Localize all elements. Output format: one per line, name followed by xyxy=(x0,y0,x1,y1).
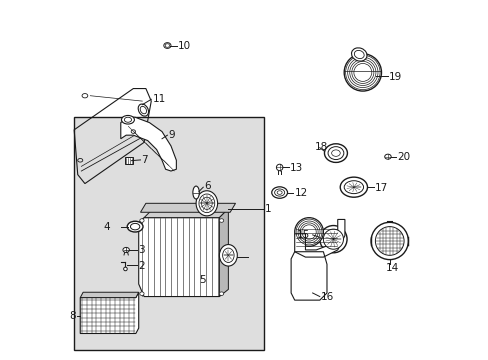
Polygon shape xyxy=(121,117,176,171)
Ellipse shape xyxy=(276,164,282,171)
Ellipse shape xyxy=(219,244,237,266)
Ellipse shape xyxy=(323,229,343,249)
Text: 12: 12 xyxy=(294,188,307,198)
Ellipse shape xyxy=(370,222,407,260)
Text: 17: 17 xyxy=(374,183,387,193)
Ellipse shape xyxy=(196,191,217,216)
Text: 6: 6 xyxy=(204,181,210,192)
Bar xyxy=(74,117,264,350)
Polygon shape xyxy=(144,209,228,218)
Text: 18: 18 xyxy=(314,142,327,152)
Ellipse shape xyxy=(319,226,346,253)
Text: 19: 19 xyxy=(388,72,402,82)
Ellipse shape xyxy=(384,154,390,159)
Polygon shape xyxy=(80,292,139,333)
Ellipse shape xyxy=(199,194,214,213)
Ellipse shape xyxy=(344,54,381,91)
Text: 8: 8 xyxy=(69,311,76,321)
Text: 11: 11 xyxy=(153,94,166,104)
Ellipse shape xyxy=(294,218,323,246)
Text: 20: 20 xyxy=(396,152,409,162)
Ellipse shape xyxy=(375,226,403,255)
Ellipse shape xyxy=(271,187,287,198)
Ellipse shape xyxy=(140,219,144,222)
Polygon shape xyxy=(80,292,139,298)
Text: 9: 9 xyxy=(168,130,175,140)
Text: 2: 2 xyxy=(138,261,144,271)
Ellipse shape xyxy=(324,144,346,162)
Text: 16: 16 xyxy=(320,292,333,302)
Text: 5: 5 xyxy=(199,275,205,285)
Text: 15: 15 xyxy=(296,230,309,240)
Ellipse shape xyxy=(192,186,199,199)
Text: 1: 1 xyxy=(265,204,271,214)
Polygon shape xyxy=(294,220,344,257)
Ellipse shape xyxy=(219,292,223,296)
Text: 4: 4 xyxy=(103,222,110,232)
Text: 13: 13 xyxy=(289,163,302,173)
Ellipse shape xyxy=(121,116,134,124)
Polygon shape xyxy=(219,209,228,297)
Ellipse shape xyxy=(122,247,129,252)
Ellipse shape xyxy=(127,221,142,232)
Ellipse shape xyxy=(351,48,366,61)
Ellipse shape xyxy=(123,267,127,271)
Text: 10: 10 xyxy=(178,41,191,51)
Polygon shape xyxy=(140,203,235,212)
Polygon shape xyxy=(139,218,224,297)
Ellipse shape xyxy=(219,219,223,222)
Text: 3: 3 xyxy=(138,245,144,255)
Text: 14: 14 xyxy=(385,263,398,273)
Ellipse shape xyxy=(340,177,367,197)
Ellipse shape xyxy=(140,292,144,296)
Bar xyxy=(125,157,133,164)
Ellipse shape xyxy=(222,248,234,262)
Text: 7: 7 xyxy=(142,155,148,165)
